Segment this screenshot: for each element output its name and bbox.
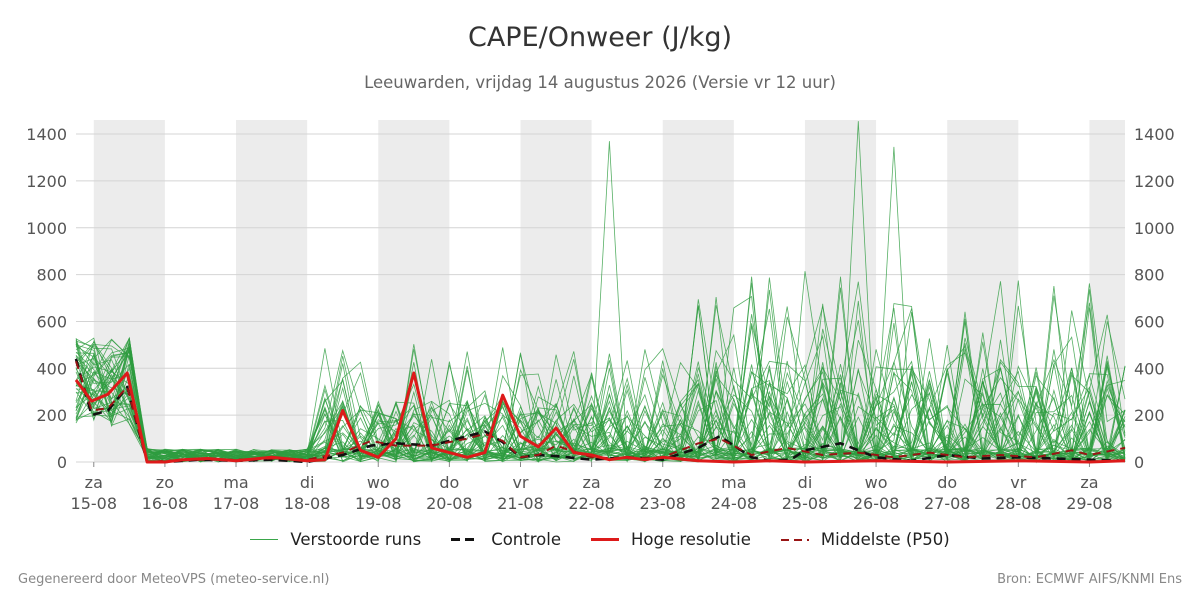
perturbed-run-line [75,277,1126,461]
x-tick-date: 29-08 [1066,494,1113,513]
legend-label-median: Middelste (P50) [820,530,950,549]
footer-generator: Gegenereerd door MeteoVPS (meteo-service… [18,572,330,587]
legend-label-control: Controle [491,530,561,549]
perturbed-run-line [75,343,1126,464]
x-tick-day: do [937,473,957,492]
x-tick-date: 15-08 [71,494,118,513]
x-tick-day: ma [721,473,746,492]
x-tick-date: 20-08 [426,494,473,513]
x-tick-day: di [798,473,813,492]
y-tick-label-left: 1400 [26,125,67,144]
y-tick-label-left: 1000 [26,219,67,238]
x-tick-date: 26-08 [853,494,900,513]
legend-swatch-perturbed [250,539,279,540]
x-tick-day: za [85,473,103,492]
chart-title: CAPE/Onweer (J/kg) [467,22,732,53]
x-tick-date: 25-08 [782,494,829,513]
y-tick-label-left: 200 [36,406,67,425]
x-tick-day: zo [654,473,672,492]
y-tick-label-left: 600 [36,312,67,331]
y-axis-left: 0 200 400 600 800 1000 1200 1400 [26,125,67,472]
y-tick-label-right: 600 [1134,312,1165,331]
y-axis-right: 0 200 400 600 800 1000 1200 1400 [1134,125,1175,472]
x-axis: za 15-08 zo 16-08 ma 17-08 di 18-08 wo 19-08 do 20-… [71,462,1113,513]
hires-line [74,371,1126,464]
legend-item-control[interactable]: Controle [451,530,561,549]
legend-swatch-median [780,538,809,541]
x-tick-date: 19-08 [355,494,402,513]
x-tick-day: ma [223,473,248,492]
y-tick-label-left: 800 [36,266,67,285]
y-tick-label-right: 1200 [1134,172,1175,191]
legend-item-median[interactable]: Middelste (P50) [780,530,950,549]
x-tick-day: wo [865,473,888,492]
x-tick-day: vr [512,473,528,492]
legend-swatch-hires [590,538,619,541]
legend-item-hires[interactable]: Hoge resolutie [590,530,751,549]
perturbed-run-line [75,303,1126,462]
perturbed-run-line [75,362,1126,463]
x-tick-day: vr [1010,473,1026,492]
x-tick-day: zo [156,473,174,492]
y-tick-label-right: 1400 [1134,125,1175,144]
legend-swatch-control [451,538,480,541]
x-tick-day: za [1080,473,1098,492]
shaded-band [236,120,308,462]
x-tick-day: do [439,473,459,492]
perturbed-run-line [75,281,1126,463]
y-tick-label-left: 0 [57,453,67,472]
x-tick-day: za [583,473,601,492]
legend-label-hires: Hoge resolutie [630,530,751,549]
footer-source: Bron: ECMWF AIFS/KNMI Ens [997,572,1182,587]
x-tick-day: di [300,473,315,492]
main-series [74,358,1126,464]
legend-item-perturbed[interactable]: Verstoorde runs [250,530,421,549]
y-tick-label-right: 800 [1134,266,1165,285]
y-tick-label-left: 1200 [26,172,67,191]
x-tick-date: 23-08 [639,494,686,513]
x-tick-date: 21-08 [497,494,544,513]
y-tick-label-right: 200 [1134,406,1165,425]
x-tick-date: 28-08 [995,494,1042,513]
x-tick-date: 18-08 [284,494,331,513]
legend-label-perturbed: Verstoorde runs [290,530,422,549]
x-tick-day: wo [367,473,390,492]
x-tick-date: 27-08 [924,494,971,513]
perturbed-run-line [75,325,1126,463]
legend: Verstoorde runs Controle Hoge resolutie … [0,530,1200,549]
y-tick-label-right: 1000 [1134,219,1175,238]
y-tick-label-right: 400 [1134,359,1165,378]
y-tick-label-left: 400 [36,359,67,378]
x-tick-date: 22-08 [568,494,615,513]
y-tick-label-right: 0 [1134,453,1144,472]
x-tick-date: 17-08 [213,494,260,513]
x-tick-date: 16-08 [142,494,189,513]
chart-subtitle: Leeuwarden, vrijdag 14 augustus 2026 (Ve… [364,73,836,92]
x-tick-date: 24-08 [711,494,758,513]
